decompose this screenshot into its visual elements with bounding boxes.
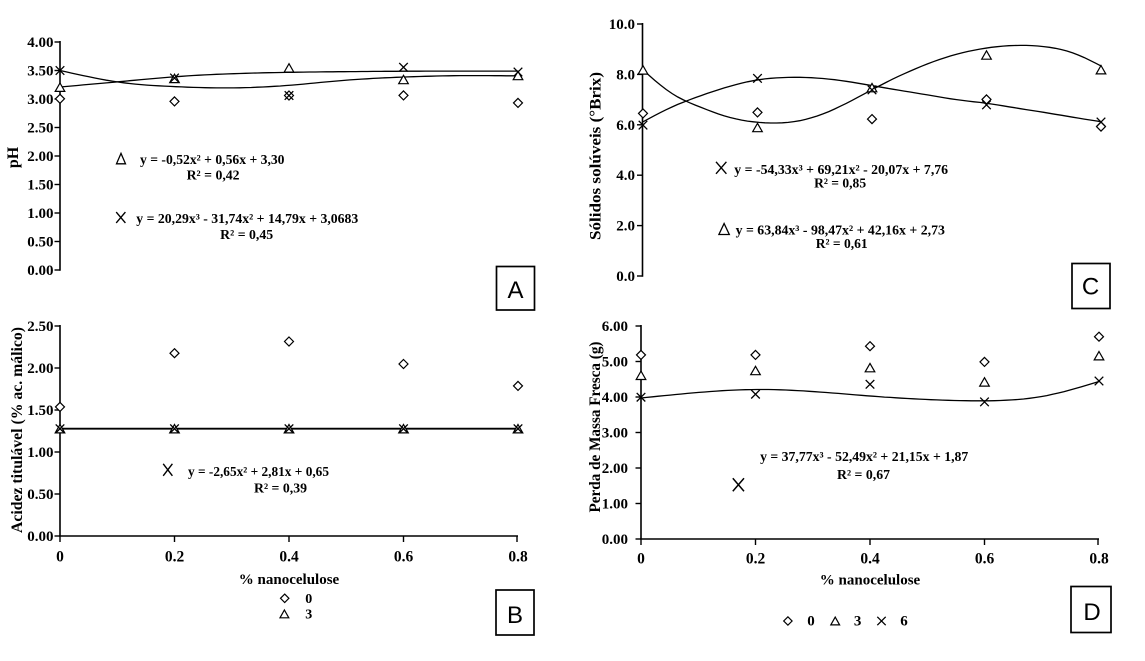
svg-text:1.50: 1.50 [27,403,53,419]
svg-text:% nanocelulose: % nanocelulose [820,573,921,589]
svg-text:2.50: 2.50 [27,121,53,137]
svg-text:1.00: 1.00 [27,206,53,222]
svg-text:0.50: 0.50 [27,235,53,251]
svg-text:0.00: 0.00 [27,263,53,279]
svg-text:y = 37,77x³ - 52,49x² + 21,15x: y = 37,77x³ - 52,49x² + 21,15x + 1,87 [760,449,968,464]
svg-text:0.8: 0.8 [1089,551,1109,568]
svg-text:Sólidos solúveis (°Brix): Sólidos solúveis (°Brix) [588,72,605,240]
svg-text:y = 63,84x³ - 98,47x² + 42,16x: y = 63,84x³ - 98,47x² + 42,16x + 2,73 [736,223,946,238]
svg-text:1.50: 1.50 [27,178,53,194]
svg-text:0: 0 [637,551,645,568]
svg-text:R² = 0,85: R² = 0,85 [814,175,866,190]
svg-text:% nanocelulose: % nanocelulose [239,572,340,588]
svg-text:y = -2,65x² + 2,81x + 0,65: y = -2,65x² + 2,81x + 0,65 [188,464,329,479]
svg-text:0.00: 0.00 [27,529,53,545]
svg-text:0.2: 0.2 [165,548,185,565]
svg-text:2.00: 2.00 [27,149,53,165]
svg-text:3.50: 3.50 [27,64,53,80]
svg-text:6: 6 [900,614,908,630]
svg-text:D: D [1083,599,1100,626]
svg-text:3.00: 3.00 [27,92,53,108]
svg-text:0: 0 [305,592,312,607]
svg-text:y = -54,33x³ + 69,21x² - 20,07: y = -54,33x³ + 69,21x² - 20,07x + 7,76 [734,162,948,177]
svg-text:2.00: 2.00 [27,361,53,377]
svg-text:Acidez titulável (% ac. málico: Acidez titulável (% ac. málico) [9,327,26,533]
svg-text:0.6: 0.6 [975,551,995,568]
svg-text:4.0: 4.0 [616,168,635,184]
svg-text:0: 0 [56,548,64,565]
svg-text:0: 0 [807,614,815,630]
svg-text:0.6: 0.6 [394,548,414,565]
svg-text:R² = 0,67: R² = 0,67 [837,467,890,482]
svg-text:6.0: 6.0 [616,118,635,134]
svg-text:R² = 0,39: R² = 0,39 [254,480,307,495]
svg-text:0.4: 0.4 [279,548,299,565]
svg-text:2.50: 2.50 [27,319,53,335]
svg-text:y = -0,52x² + 0,56x + 3,30: y = -0,52x² + 0,56x + 3,30 [140,152,285,167]
svg-text:1.00: 1.00 [602,497,628,513]
svg-text:1.00: 1.00 [27,445,53,461]
svg-text:5.00: 5.00 [602,355,628,371]
svg-text:3: 3 [305,607,312,622]
svg-text:Perda de Massa Fresca (g): Perda de Massa Fresca (g) [587,342,604,513]
svg-text:4.00: 4.00 [602,390,628,406]
svg-text:A: A [507,277,523,304]
svg-text:2.0: 2.0 [616,219,635,235]
svg-text:10.0: 10.0 [609,17,635,33]
svg-text:B: B [507,602,523,629]
svg-text:R² = 0,45: R² = 0,45 [220,227,273,242]
svg-text:R² = 0,61: R² = 0,61 [816,236,868,251]
svg-text:8.0: 8.0 [616,67,635,83]
svg-text:3: 3 [854,614,862,630]
svg-text:C: C [1082,273,1099,300]
svg-text:0.8: 0.8 [508,548,528,565]
svg-text:3.00: 3.00 [602,426,628,442]
svg-text:pH: pH [5,146,22,168]
svg-text:R² = 0,42: R² = 0,42 [187,168,240,183]
svg-text:y = 20,29x³ - 31,74x² + 14,79x: y = 20,29x³ - 31,74x² + 14,79x + 3,0683 [136,211,358,226]
svg-text:0.0: 0.0 [616,269,635,285]
svg-text:0.2: 0.2 [746,551,766,568]
svg-text:0.50: 0.50 [27,487,53,503]
svg-text:0.00: 0.00 [602,532,628,548]
svg-text:0.4: 0.4 [860,551,880,568]
svg-text:6.00: 6.00 [602,319,628,335]
svg-text:4.00: 4.00 [27,35,53,51]
svg-text:2.00: 2.00 [602,461,628,477]
